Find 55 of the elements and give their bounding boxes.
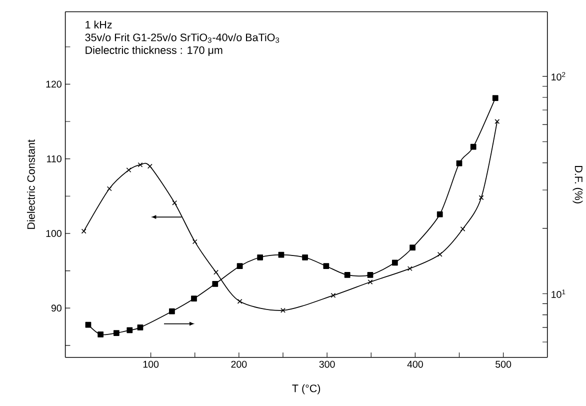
point — [392, 260, 398, 266]
annotation: Dielectric thickness : 170 μm — [86, 46, 222, 56]
point — [330, 292, 336, 298]
point — [212, 280, 218, 287]
point — [257, 254, 264, 260]
point — [368, 279, 373, 284]
point — [478, 194, 484, 200]
x-axis-title: T (°C) — [292, 384, 320, 394]
y-tick-label: 110 — [47, 155, 62, 162]
point — [410, 244, 416, 250]
point — [106, 186, 112, 191]
annotation: 35v/o Frit G1-25v/o SrTiO$_{3}$-40v/o BaTiO$_{3}$ — [85, 33, 280, 43]
point — [494, 118, 500, 124]
point — [437, 252, 442, 257]
point — [407, 266, 412, 271]
point — [114, 330, 120, 336]
y-tick-label: 120 — [46, 80, 62, 88]
point — [278, 252, 284, 258]
point — [98, 331, 104, 338]
point — [367, 272, 374, 278]
point — [192, 238, 198, 244]
point — [214, 270, 218, 275]
y-tick-label: 90 — [51, 304, 62, 312]
y-axis-title: Dielectric Constant — [27, 139, 35, 229]
y2-tick-label: 10$^{1}$ — [552, 289, 566, 298]
point — [126, 167, 132, 172]
x-tick-label: 400 — [407, 360, 423, 368]
point — [436, 211, 443, 217]
point — [126, 327, 133, 333]
point — [191, 295, 197, 302]
point — [302, 254, 308, 260]
x-tick-label: 200 — [231, 360, 247, 368]
point — [169, 308, 175, 314]
y-tick-label: 100 — [46, 230, 62, 237]
point — [147, 164, 152, 169]
point — [492, 94, 498, 101]
y2-axis-title: D.F. (%) — [572, 166, 583, 204]
point — [137, 324, 144, 330]
point — [138, 162, 143, 168]
point — [344, 272, 350, 278]
point — [280, 308, 286, 313]
point — [81, 228, 86, 234]
point — [236, 262, 243, 269]
point — [323, 262, 330, 269]
point — [237, 298, 242, 304]
x-tick-label: 500 — [496, 360, 512, 368]
y2-tick-label: 10$^{2}$ — [552, 72, 566, 80]
point — [172, 200, 178, 206]
x-tick-label: 300 — [319, 360, 335, 368]
annotation: 1 kHz — [86, 20, 112, 28]
point — [470, 144, 476, 150]
point — [456, 160, 462, 166]
x-tick-label: 100 — [143, 360, 159, 368]
point — [85, 322, 92, 328]
point — [460, 226, 466, 232]
